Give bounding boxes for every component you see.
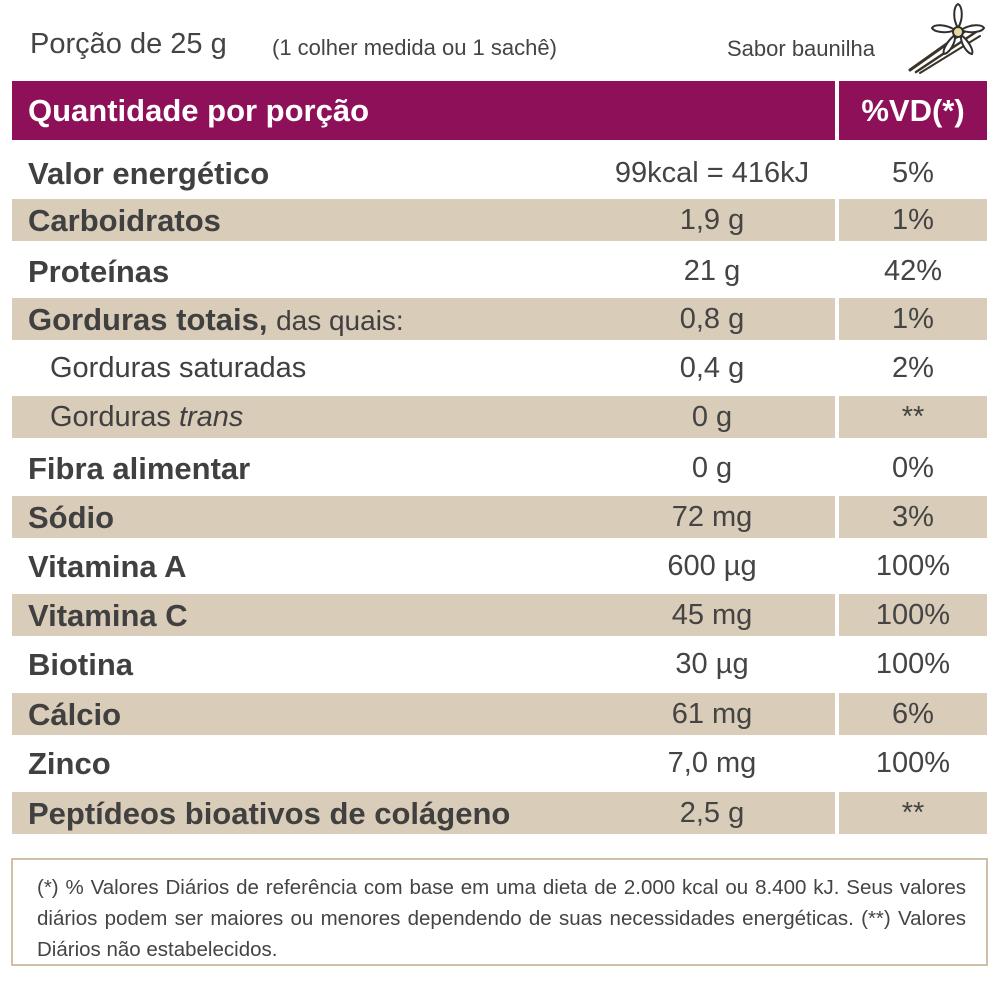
nutrient-amount: 72 mg	[671, 501, 753, 533]
vanilla-flower-icon	[908, 2, 986, 74]
header-vd: %VD(*)	[839, 81, 987, 140]
header-quantity: Quantidade por porção	[12, 81, 835, 140]
nutrient-label: Proteínas	[28, 254, 170, 289]
nutrient-vd: 42%	[883, 255, 943, 287]
nutrient-vd: 100%	[875, 747, 951, 779]
nutrient-vd: 2%	[892, 352, 934, 384]
nutrient-vd: 1%	[892, 204, 934, 236]
nutrient-amount: 0 g	[691, 452, 733, 484]
nutrient-label-suffix: trans	[178, 401, 244, 433]
table-row: Peptídeos bioativos de colágeno 2,5 g **	[12, 792, 987, 834]
nutrient-vd: 100%	[875, 648, 951, 680]
nutrient-vd: 100%	[875, 599, 951, 631]
table-row: Vitamina A 600 µg 100%	[12, 545, 987, 587]
nutrient-amount: 1,9 g	[679, 204, 745, 236]
nutrient-label: Cálcio	[28, 697, 122, 732]
nutrient-label: Sódio	[28, 500, 115, 535]
nutrient-label: Vitamina C	[28, 598, 188, 633]
nutrient-label: Vitamina A	[28, 549, 187, 584]
nutrient-vd: 0%	[892, 452, 934, 484]
header-quantity-label: Quantidade por porção	[28, 93, 370, 128]
nutrient-amount: 600 µg	[667, 550, 757, 582]
nutrient-vd: 1%	[892, 303, 934, 335]
table-row: Gorduras saturadas 0,4 g 2%	[12, 347, 987, 389]
table-row: Carboidratos 1,9 g 1%	[12, 199, 987, 241]
footnote-box: (*) % Valores Diários de referência com …	[11, 858, 988, 966]
table-row: Cálcio 61 mg 6%	[12, 693, 987, 735]
nutrient-amount: 61 mg	[671, 698, 753, 730]
nutrient-vd: 3%	[892, 501, 934, 533]
nutrient-vd: 6%	[892, 698, 934, 730]
nutrient-label-main: Gorduras totais,	[28, 302, 268, 337]
nutrient-label: Gorduras totais, das quais:	[28, 302, 404, 338]
table-row: Vitamina C 45 mg 100%	[12, 594, 987, 636]
nutrient-amount: 2,5 g	[679, 797, 745, 829]
header-vd-label: %VD(*)	[861, 93, 965, 128]
table-row: Gorduras totais, das quais: 0,8 g 1%	[12, 298, 987, 340]
nutrient-vd: **	[901, 401, 925, 433]
table-row: Proteínas 21 g 42%	[12, 250, 987, 292]
nutrient-label: Carboidratos	[28, 203, 221, 238]
nutrient-label: Fibra alimentar	[28, 451, 251, 486]
nutrient-label: Peptídeos bioativos de colágeno	[28, 796, 511, 831]
table-row: Valor energético 99kcal = 416kJ 5%	[12, 152, 987, 194]
nutrient-label: Biotina	[28, 647, 134, 682]
table-row: Fibra alimentar 0 g 0%	[12, 447, 987, 489]
nutrient-label: Zinco	[28, 746, 111, 781]
nutrient-label-main: Gorduras	[50, 401, 171, 433]
nutrient-label: Gorduras trans	[50, 401, 243, 434]
table-row: Biotina 30 µg 100%	[12, 643, 987, 685]
nutrient-amount: 45 mg	[671, 599, 753, 631]
table-row: Gorduras trans 0 g **	[12, 396, 987, 438]
nutrient-vd: **	[901, 797, 925, 829]
flavor-label: Sabor baunilha	[727, 36, 876, 61]
nutrient-label-suffix: das quais:	[276, 305, 404, 336]
nutrient-amount: 99kcal = 416kJ	[614, 157, 810, 189]
portion-size: Porção de 25 g	[30, 28, 227, 60]
nutrient-vd: 100%	[875, 550, 951, 582]
nutrient-label: Valor energético	[28, 156, 270, 191]
nutrient-amount: 0 g	[691, 401, 733, 433]
nutrient-amount: 0,8 g	[679, 303, 745, 335]
footnote-text: (*) % Valores Diários de referência com …	[37, 876, 966, 961]
nutrient-label: Gorduras saturadas	[50, 352, 307, 384]
nutrient-amount: 0,4 g	[679, 352, 745, 384]
nutrient-amount: 21 g	[683, 255, 741, 287]
table-row: Sódio 72 mg 3%	[12, 496, 987, 538]
portion-measure: (1 colher medida ou 1 sachê)	[272, 35, 557, 60]
portion-info: Porção de 25 g (1 colher medida ou 1 sac…	[0, 0, 1000, 78]
nutrient-amount: 7,0 mg	[667, 747, 757, 779]
table-row: Zinco 7,0 mg 100%	[12, 742, 987, 784]
nutrient-vd: 5%	[892, 157, 934, 189]
nutrient-amount: 30 µg	[675, 648, 749, 680]
